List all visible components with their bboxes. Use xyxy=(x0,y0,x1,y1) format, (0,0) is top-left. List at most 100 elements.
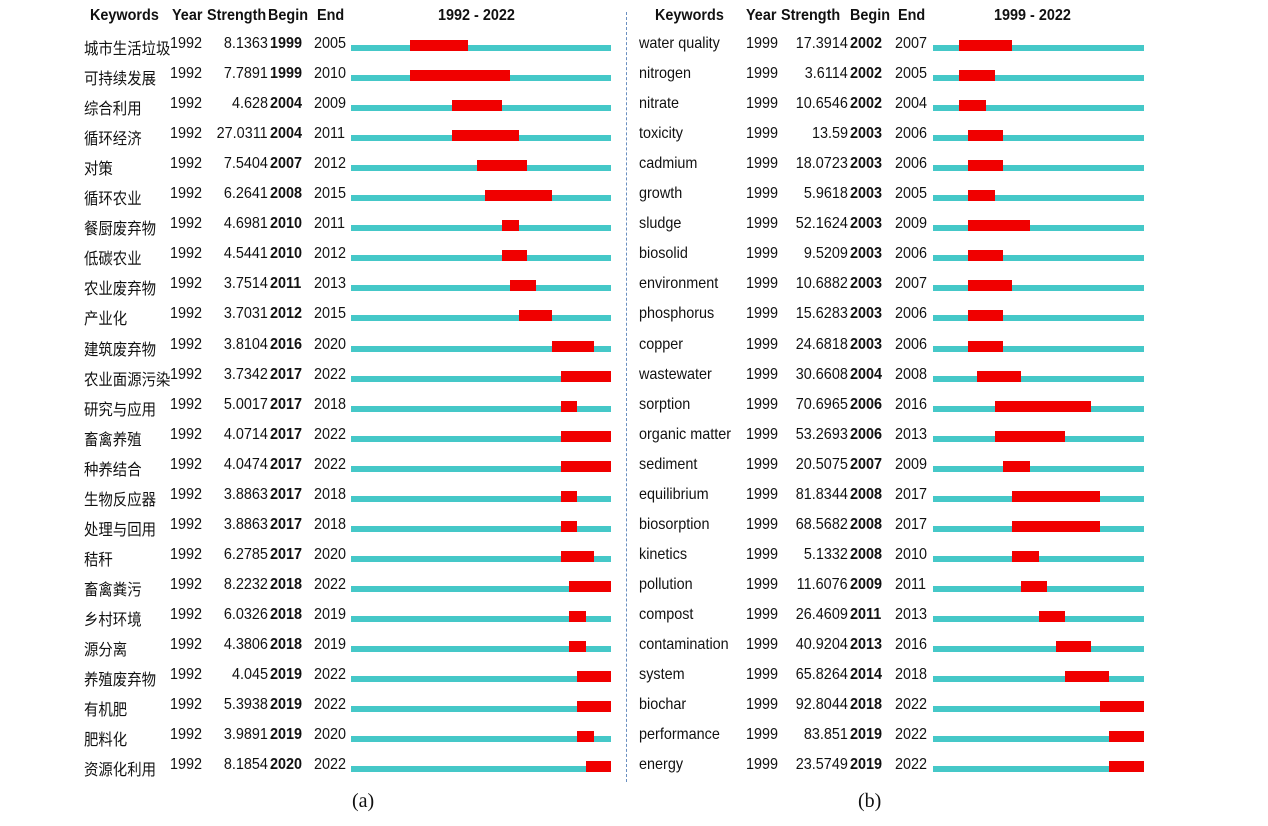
year-value: 1992 xyxy=(170,545,203,563)
end-value: 2013 xyxy=(314,275,347,293)
strength-value: 70.6965 xyxy=(795,395,848,413)
timeline-track xyxy=(933,135,1144,142)
end-value: 2022 xyxy=(314,756,347,774)
timeline-track xyxy=(351,315,611,322)
begin-value: 2017 xyxy=(270,425,303,443)
keyword-label: 肥料化 xyxy=(84,732,128,750)
strength-value: 6.0326 xyxy=(223,605,268,623)
header-keywords: Keywords xyxy=(655,7,724,24)
strength-value: 3.6114 xyxy=(805,65,848,83)
year-value: 1999 xyxy=(746,666,779,684)
keyword-label: 乡村环境 xyxy=(84,611,142,629)
keyword-label: biochar xyxy=(639,696,687,714)
begin-value: 2006 xyxy=(850,425,883,443)
keyword-label: compost xyxy=(639,605,694,623)
end-value: 2018 xyxy=(314,395,347,413)
strength-value: 4.3806 xyxy=(223,636,268,653)
burst-row: 畜禽粪污 1992 8.2232 2018 2022 xyxy=(0,573,625,603)
keyword-label: sludge xyxy=(639,215,682,233)
burst-row: 建筑废弃物 1992 3.8104 2016 2020 xyxy=(0,333,625,363)
keyword-label: 可持续发展 xyxy=(84,71,157,89)
keyword-label: 秸秆 xyxy=(84,551,113,569)
burst-row: 餐厨废弃物 1992 4.6981 2010 2011 xyxy=(0,212,625,242)
burst-row: system 1999 65.8264 2014 2018 xyxy=(628,663,1268,693)
header-end: End xyxy=(898,7,926,24)
timeline-track xyxy=(351,585,611,592)
year-value: 1992 xyxy=(170,245,203,263)
year-value: 1999 xyxy=(746,125,779,143)
strength-value: 7.7891 xyxy=(223,65,268,83)
end-value: 2016 xyxy=(895,395,928,413)
strength-value: 5.0017 xyxy=(223,395,268,413)
burst-row: 源分离 1992 4.3806 2018 2019 xyxy=(0,633,625,663)
year-value: 1999 xyxy=(746,95,779,113)
begin-value: 2018 xyxy=(270,636,303,653)
burst-bar xyxy=(485,190,553,202)
begin-value: 2014 xyxy=(850,666,883,684)
burst-bar xyxy=(501,250,528,262)
timeline-track xyxy=(933,646,1144,652)
burst-row: 可持续发展 1992 7.7891 1999 2010 xyxy=(0,62,625,92)
keyword-label: 综合利用 xyxy=(84,101,142,119)
begin-value: 2019 xyxy=(270,696,303,714)
strength-value: 13.59 xyxy=(811,125,848,143)
burst-bar xyxy=(577,701,611,713)
header-year-range: 1992 - 2022 xyxy=(438,7,515,24)
end-value: 2019 xyxy=(314,636,347,653)
burst-row: 养殖废弃物 1992 4.045 2019 2022 xyxy=(0,663,625,693)
strength-value: 30.6608 xyxy=(795,365,848,383)
end-value: 2011 xyxy=(314,125,345,143)
keyword-label: 畜禽养殖 xyxy=(84,431,142,449)
burst-bar xyxy=(1038,610,1065,622)
year-value: 1992 xyxy=(170,65,203,83)
panel-caption: (a) xyxy=(352,790,375,812)
keyword-label: environment xyxy=(639,275,719,293)
keyword-label: 源分离 xyxy=(84,642,128,659)
strength-value: 3.7342 xyxy=(223,365,268,383)
year-value: 1992 xyxy=(170,185,203,203)
timeline-track xyxy=(933,345,1144,352)
burst-row: biosorption 1999 68.5682 2008 2017 xyxy=(628,513,1268,543)
timeline-track xyxy=(351,195,611,202)
keyword-label: performance xyxy=(639,726,720,744)
year-value: 1992 xyxy=(170,666,203,684)
burst-row: 肥料化 1992 3.9891 2019 2020 xyxy=(0,723,625,753)
year-value: 1999 xyxy=(746,335,779,353)
burst-row: water quality 1999 17.3914 2002 2007 xyxy=(628,32,1268,62)
year-value: 1992 xyxy=(170,365,203,383)
end-value: 2005 xyxy=(895,65,928,83)
year-value: 1999 xyxy=(746,275,779,293)
end-value: 2022 xyxy=(314,365,347,383)
burst-bar xyxy=(1100,701,1144,713)
burst-row: sediment 1999 20.5075 2007 2009 xyxy=(628,453,1268,483)
burst-row: nitrate 1999 10.6546 2002 2004 xyxy=(628,92,1268,122)
burst-row: nitrogen 1999 3.6114 2002 2005 xyxy=(628,62,1268,92)
strength-value: 83.851 xyxy=(803,726,848,744)
begin-value: 1999 xyxy=(270,65,303,83)
burst-bar xyxy=(1108,731,1144,743)
strength-value: 27.0311 xyxy=(217,125,268,143)
header-year: Year xyxy=(746,7,777,24)
burst-row: 城市生活垃圾 1992 8.1363 1999 2005 xyxy=(0,32,625,62)
keyword-label: 建筑废弃物 xyxy=(84,341,157,359)
burst-bar xyxy=(451,100,502,112)
begin-value: 2003 xyxy=(850,335,883,353)
year-value: 1992 xyxy=(170,726,203,744)
end-value: 2022 xyxy=(314,425,347,443)
burst-row: sludge 1999 52.1624 2003 2009 xyxy=(628,212,1268,242)
year-value: 1999 xyxy=(746,65,779,83)
end-value: 2017 xyxy=(895,485,928,503)
strength-value: 8.1363 xyxy=(223,35,268,52)
burst-bar xyxy=(968,280,1013,292)
keyword-label: 循环经济 xyxy=(84,131,142,149)
burst-row: phosphorus 1999 15.6283 2003 2006 xyxy=(628,302,1268,332)
strength-value: 92.8044 xyxy=(795,696,848,714)
keyword-label: 生物反应器 xyxy=(84,491,157,509)
end-value: 2013 xyxy=(895,425,928,443)
header-strength: Strength xyxy=(781,7,841,24)
timeline-track xyxy=(351,555,611,562)
strength-value: 6.2641 xyxy=(223,185,268,203)
end-value: 2017 xyxy=(895,515,928,533)
keyword-label: 产业化 xyxy=(84,311,128,329)
strength-value: 3.8104 xyxy=(223,335,268,353)
